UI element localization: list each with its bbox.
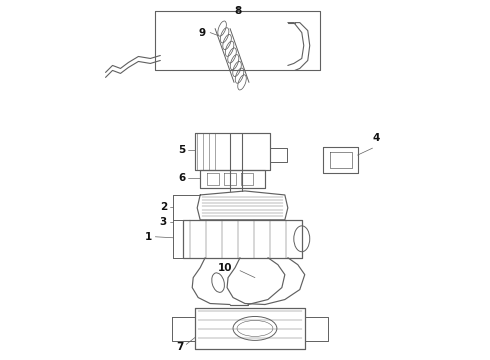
Text: 3: 3	[160, 217, 167, 227]
Text: 1: 1	[145, 232, 152, 242]
Text: 8: 8	[234, 6, 242, 16]
Text: 10: 10	[218, 263, 232, 273]
Text: 7: 7	[176, 342, 183, 352]
Text: 9: 9	[198, 28, 205, 37]
Text: 5: 5	[178, 145, 185, 155]
Text: 2: 2	[160, 202, 167, 212]
Text: 6: 6	[178, 173, 185, 183]
Text: 4: 4	[372, 133, 380, 143]
